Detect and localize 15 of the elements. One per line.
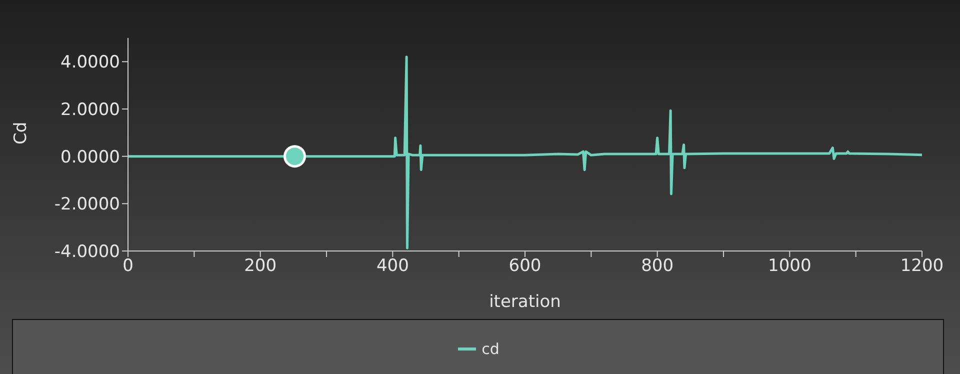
y-axis-title: Cd	[11, 122, 32, 144]
x-tick-label: 1000	[768, 256, 812, 276]
y-tick-label: 2.0000	[60, 100, 120, 120]
x-tick-label: 0	[122, 256, 134, 276]
y-tick-label: 0.0000	[60, 147, 120, 168]
y-tick-label: -4.0000	[54, 242, 120, 262]
y-tick-label: -2.0000	[54, 194, 120, 215]
x-tick-label: 1200	[900, 256, 944, 276]
legend-label: cd	[482, 340, 500, 358]
x-tick-label: 600	[508, 256, 542, 276]
x-tick-label: 200	[244, 256, 277, 276]
x-tick-label: 400	[376, 256, 409, 276]
x-tick-label: 800	[641, 256, 674, 276]
x-axis-title: iteration	[489, 292, 561, 312]
y-tick-label: 4.0000	[60, 52, 120, 73]
